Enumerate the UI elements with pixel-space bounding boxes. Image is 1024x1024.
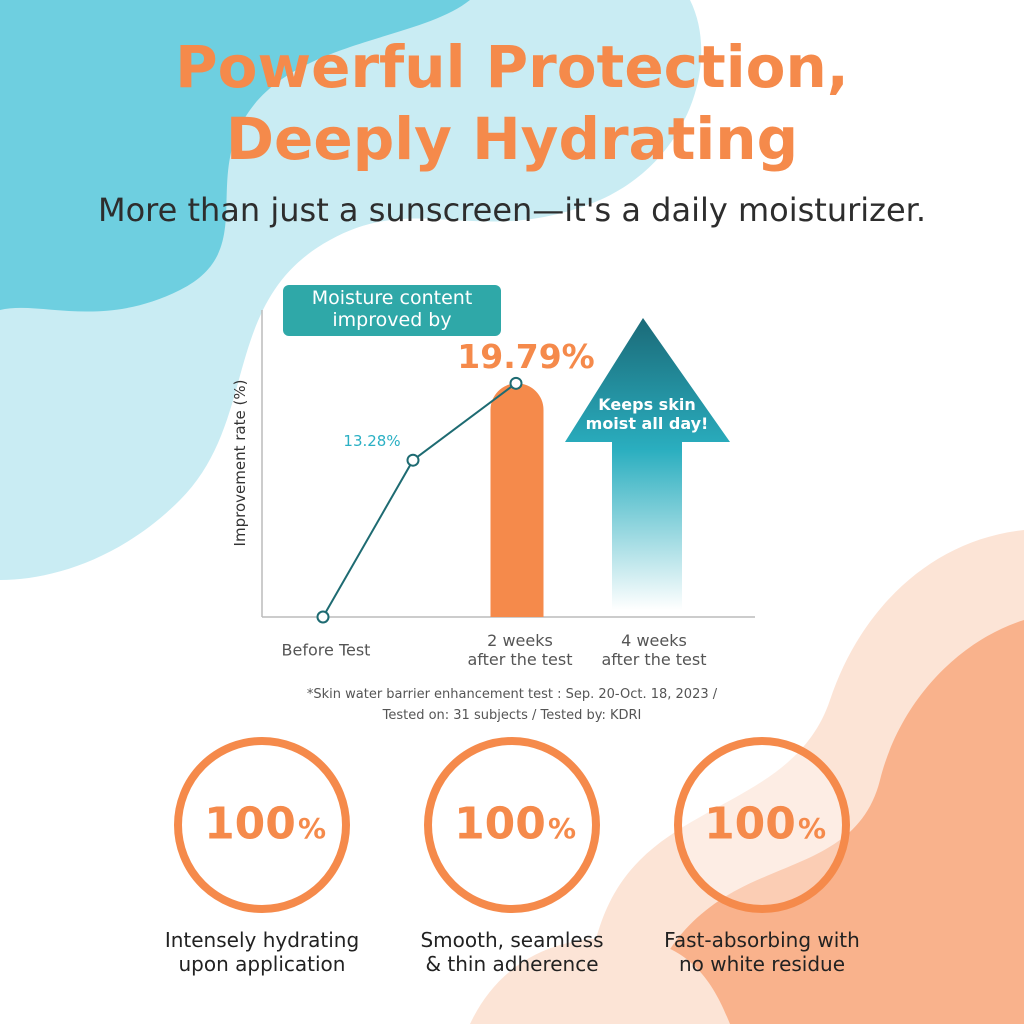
stat-unit: %: [297, 812, 327, 846]
stat-number: 100: [204, 798, 296, 850]
x-tick-label: 4 weeks after the test: [601, 630, 707, 669]
stat-ring: [424, 737, 600, 913]
stat-unit: %: [797, 812, 827, 846]
stat-ring: [674, 737, 850, 913]
arrow-text: Keeps skin moist all day!: [585, 394, 709, 433]
line: [322, 382, 517, 618]
value-label: 19.79%: [457, 337, 595, 377]
stat-unit: %: [547, 812, 577, 846]
x-tick-label: 2 weeks after the test: [467, 630, 573, 669]
value-label: 13.28%: [343, 432, 401, 451]
subtitle: More than just a sunscreen—it's a daily …: [97, 190, 927, 229]
arrow: [565, 318, 730, 610]
stat-number: 100: [454, 798, 546, 850]
stat-number: 100: [704, 798, 796, 850]
y-axis-label: Improvement rate (%): [231, 379, 249, 547]
stat-caption: Intensely hydrating upon application: [164, 928, 360, 976]
callout: [283, 285, 501, 336]
stat-caption: Fast-absorbing with no white residue: [664, 928, 860, 976]
bar: [490, 383, 544, 617]
title-line: Powerful Protection,: [175, 33, 849, 102]
callout-text: Moisture content improved by: [311, 287, 473, 331]
title-line: Deeply Hydrating: [225, 105, 799, 174]
point: [406, 453, 420, 467]
footnote: *Skin water barrier enhancement test : S…: [306, 687, 718, 723]
x-tick-label: Before Test: [281, 640, 371, 660]
stat-caption: Smooth, seamless & thin adherence: [420, 928, 604, 976]
point: [509, 376, 523, 390]
point: [316, 610, 330, 624]
stat-ring: [174, 737, 350, 913]
